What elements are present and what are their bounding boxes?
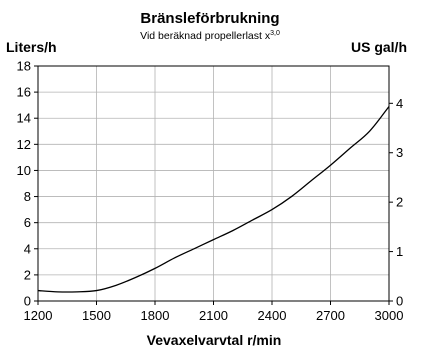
x-tick-label: 2100 — [199, 308, 228, 323]
y-left-tick-label: 4 — [24, 241, 31, 256]
x-tick-label: 1500 — [82, 308, 111, 323]
x-tick-label: 3000 — [375, 308, 404, 323]
y-right-tick-label: 4 — [396, 96, 403, 111]
x-axis-label: Vevaxelvarvtal r/min — [147, 332, 282, 348]
x-tick-label: 2400 — [258, 308, 287, 323]
y-left-tick-label: 2 — [24, 267, 31, 282]
x-tick-label: 2700 — [316, 308, 345, 323]
x-tick-label: 1800 — [141, 308, 170, 323]
y-left-tick-label: 8 — [24, 189, 31, 204]
y-right-tick-label: 0 — [396, 294, 403, 309]
y-axis-right-label: US gal/h — [351, 39, 407, 55]
fuel-consumption-line — [37, 106, 390, 293]
y-left-tick-label: 14 — [17, 111, 31, 126]
chart-subtitle-text: Vid beräknad propellerlast x — [140, 30, 271, 42]
series-layer — [37, 106, 390, 293]
chart-subtitle: Vid beräknad propellerlast x3,0 — [140, 30, 280, 42]
y-right-tick-label: 3 — [396, 145, 403, 160]
y-left-tick-label: 0 — [24, 294, 31, 309]
y-right-tick-label: 1 — [396, 244, 403, 259]
y-left-tick-label: 6 — [24, 215, 31, 230]
grid-layer — [37, 65, 390, 302]
chart-subtitle-superscript: 3,0 — [270, 30, 280, 37]
tick-layer: 1200 1500 1800 2100 2400 2700 3000024681012141… — [17, 59, 404, 324]
y-left-tick-label: 10 — [17, 163, 31, 178]
x-tick-label: 1200 — [24, 308, 53, 323]
y-left-tick-label: 12 — [17, 137, 31, 152]
y-left-tick-label: 18 — [17, 59, 31, 74]
y-axis-left-label: Liters/h — [6, 39, 57, 55]
chart-title: Bränsleförbrukning — [140, 10, 279, 27]
y-left-tick-label: 16 — [17, 85, 31, 100]
y-right-tick-label: 2 — [396, 195, 403, 210]
